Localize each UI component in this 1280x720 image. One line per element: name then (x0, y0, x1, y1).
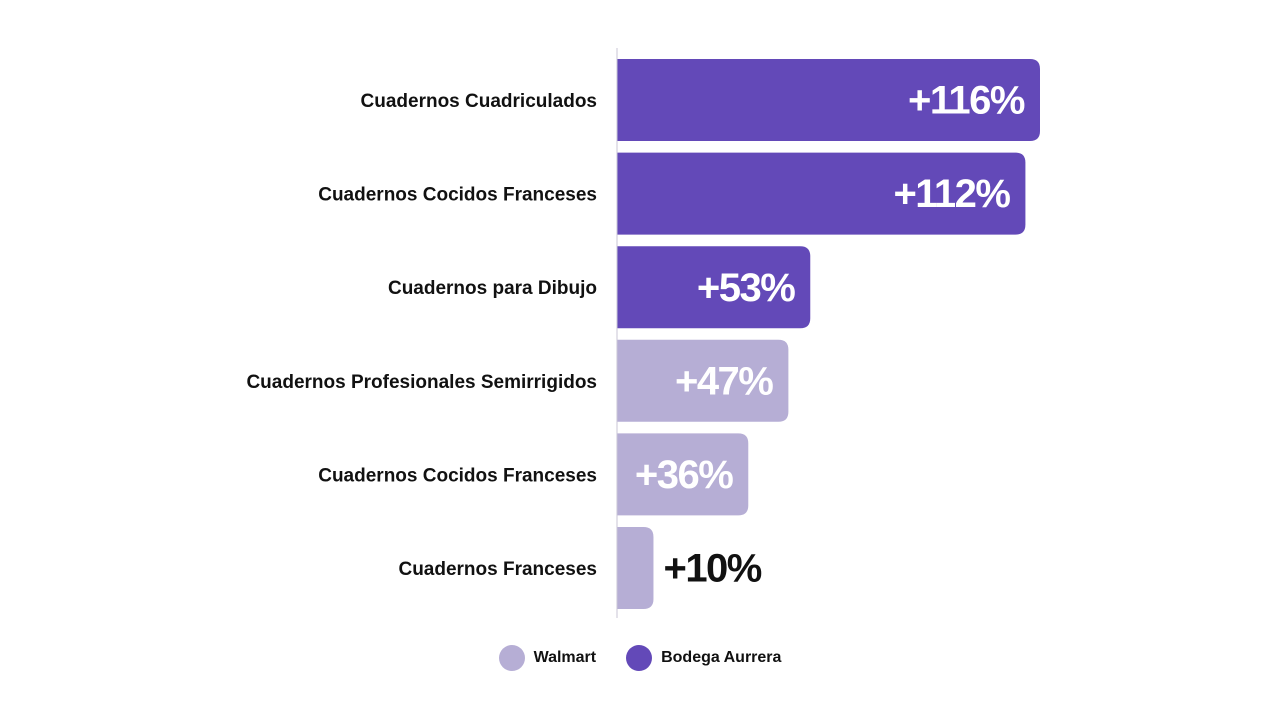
value-label-2: +112% (893, 172, 1010, 216)
bar-2-cuadernos-cocidos-franceses (617, 152, 1026, 235)
bar-5-cuadernos-cocidos-franceses (617, 433, 749, 516)
value-label-5: +36% (635, 453, 733, 497)
legend-swatch-bodega-aurrera (626, 645, 653, 671)
bar-chart: Cuadernos Cuadriculados +116% Cuadernos Co… (246, 48, 1040, 618)
bar-4-cuadernos-profesionales-semirrigidos (617, 339, 789, 422)
bar-6-cuadernos-franceses (617, 527, 654, 609)
bar-1-cuadernos-cuadriculados (617, 59, 1040, 141)
legend-swatch-walmart (498, 645, 525, 671)
category-label-6: Cuadernos Franceses (398, 559, 597, 580)
category-label-5: Cuadernos Cocidos Franceses (318, 465, 597, 486)
legend-item-walmart: Walmart (498, 645, 597, 671)
value-label-1: +116% (908, 79, 1025, 123)
value-label-4: +47% (675, 359, 773, 403)
category-label-1: Cuadernos Cuadriculados (361, 91, 598, 112)
legend: Walmart Bodega Aurrera (0, 645, 1280, 671)
bar-3-cuadernos-para-dibujo (617, 246, 811, 329)
legend-item-bodega-aurrera: Bodega Aurrera (626, 645, 781, 671)
category-label-3: Cuadernos para Dibujo (388, 278, 597, 299)
category-label-2: Cuadernos Cocidos Franceses (318, 185, 597, 206)
legend-label-bodega-aurrera: Bodega Aurrera (661, 649, 782, 666)
value-label-3: +53% (697, 266, 795, 310)
category-label-4: Cuadernos Profesionales Semirrigidos (246, 372, 597, 393)
legend-label-walmart: Walmart (533, 649, 597, 666)
value-label-6: +10% (663, 547, 761, 591)
